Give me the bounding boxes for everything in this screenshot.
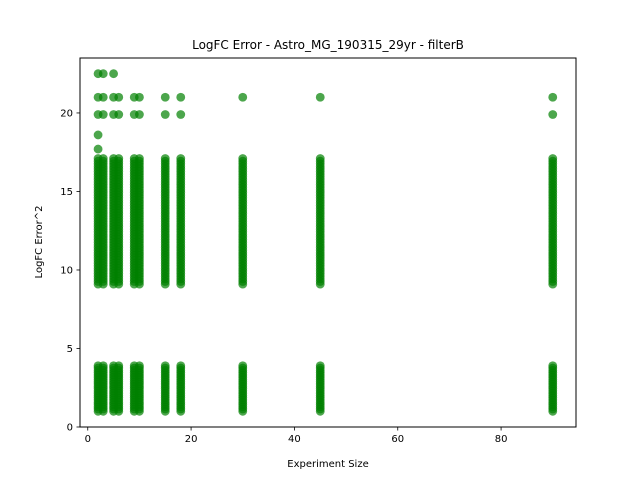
outlier-point xyxy=(98,92,108,102)
outlier-point xyxy=(109,69,118,79)
outlier-point xyxy=(93,130,103,140)
outlier-point xyxy=(176,92,186,102)
data-point xyxy=(160,154,170,163)
y-axis-ticks: 0 5 10 15 20 xyxy=(60,108,80,434)
data-point xyxy=(315,361,325,371)
chart-title: LogFC Error - Astro_MG_190315_29yr - fil… xyxy=(192,38,464,52)
data-point xyxy=(238,154,248,163)
outlier-point xyxy=(135,92,144,102)
data-point xyxy=(98,154,108,163)
outlier-point xyxy=(176,110,186,119)
data-point xyxy=(98,361,108,371)
y-axis-label: LogFC Error^2 xyxy=(34,206,45,279)
y-tick-label: 0 xyxy=(67,423,73,434)
data-point xyxy=(114,361,124,371)
outlier-point xyxy=(160,110,170,119)
y-tick-label: 15 xyxy=(60,187,73,198)
outlier-point xyxy=(98,69,108,79)
data-point xyxy=(238,361,248,371)
y-tick-label: 5 xyxy=(67,344,73,355)
data-point xyxy=(176,361,186,371)
x-axis-ticks: 0 20 40 60 80 xyxy=(85,427,508,445)
outlier-point xyxy=(114,92,124,102)
x-tick-label: 0 xyxy=(85,434,91,445)
outlier-point xyxy=(548,92,558,102)
x-tick-label: 40 xyxy=(288,434,301,445)
data-point xyxy=(548,154,558,163)
y-tick-label: 20 xyxy=(60,108,73,119)
data-point xyxy=(114,154,124,163)
y-tick-label: 10 xyxy=(60,265,73,276)
data-point xyxy=(548,361,558,371)
data-point xyxy=(135,361,144,371)
outlier-point xyxy=(238,92,248,102)
outlier-point xyxy=(135,110,144,119)
outlier-point xyxy=(315,92,325,102)
outlier-point xyxy=(548,110,558,119)
x-axis-label: Experiment Size xyxy=(287,459,368,470)
outlier-point xyxy=(93,144,103,154)
outlier-point xyxy=(98,110,108,119)
data-point xyxy=(135,154,144,163)
x-tick-label: 60 xyxy=(391,434,404,445)
x-tick-label: 20 xyxy=(185,434,198,445)
data-point xyxy=(315,154,325,163)
x-tick-label: 80 xyxy=(495,434,508,445)
plot-area-frame xyxy=(79,57,577,428)
outlier-point xyxy=(114,110,124,119)
data-point xyxy=(176,154,186,163)
data-point xyxy=(160,361,170,371)
scatter-points xyxy=(93,69,558,416)
outlier-point xyxy=(160,92,170,102)
